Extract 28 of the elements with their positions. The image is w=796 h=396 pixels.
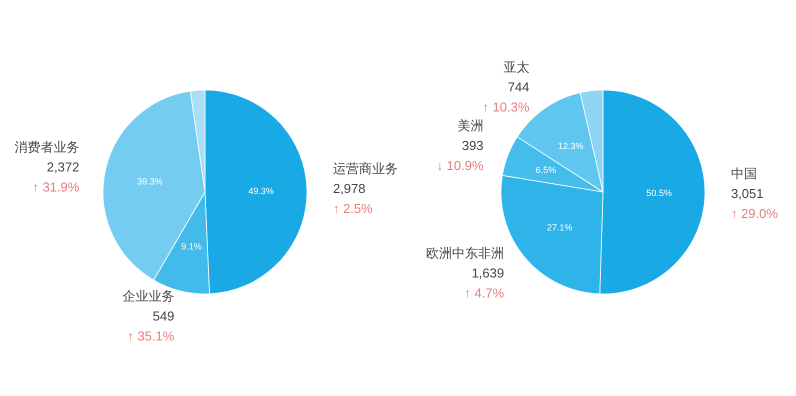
text: ↑ 4.7% [464, 285, 505, 300]
data-label: 6.5% [536, 165, 556, 176]
slice-label: 欧洲中东非洲 [426, 245, 504, 260]
slice-label: 企业业务 [122, 288, 174, 304]
data-label: 12.3% [558, 141, 584, 152]
data-label: 39.3% [137, 176, 163, 186]
text: ↑ 10.3% [482, 99, 530, 114]
text: 549 [152, 308, 174, 324]
text: ↑ 29.0% [730, 206, 778, 222]
text: ↑ 31.9% [32, 180, 80, 195]
text: 1,639 [472, 265, 504, 280]
data-label: 49.3% [248, 186, 274, 196]
text: 3,051 [730, 186, 764, 202]
text: ↓ 10.9% [436, 158, 484, 174]
text: 393 [462, 138, 484, 154]
text: ↑ 2.5% [332, 201, 374, 216]
slice-label: 消费者业务 [14, 140, 80, 155]
slice-label: 运营商业务 [332, 161, 398, 176]
text: 744 [508, 79, 530, 94]
slice-label: 亚太 [503, 59, 530, 74]
data-label: 27.1% [546, 222, 572, 233]
text: ↑ 35.1% [127, 328, 175, 344]
slice-label: 美洲 [458, 118, 484, 134]
text: 2,978 [332, 181, 366, 196]
data-label: 9.1% [181, 241, 202, 252]
text: 2,372 [46, 160, 80, 175]
slice-label: 中国 [730, 166, 757, 182]
data-label: 50.5% [646, 188, 672, 198]
